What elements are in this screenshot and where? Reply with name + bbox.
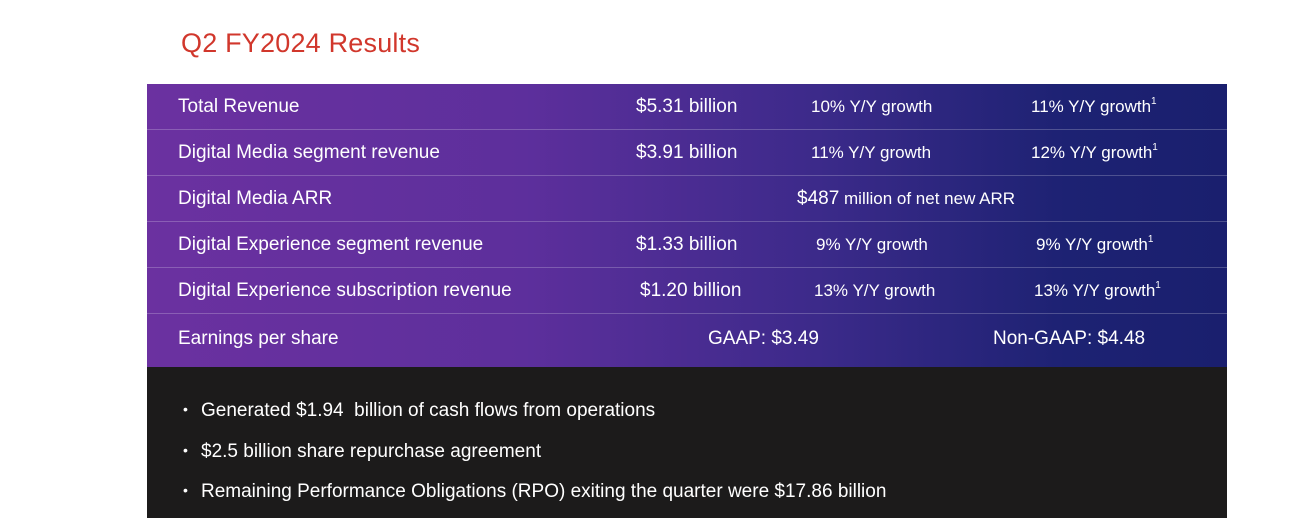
row-growth-adjusted: 13% Y/Y growth1 <box>1034 268 1161 314</box>
footnote-marker: 1 <box>1147 234 1154 245</box>
growth-text: 11% Y/Y growth <box>811 143 932 162</box>
table-row: Total Revenue $5.31 billion 10% Y/Y grow… <box>147 84 1227 130</box>
bullet-icon: • <box>183 442 188 458</box>
footnote-marker: 1 <box>1155 280 1161 291</box>
row-growth-adjusted: 11% Y/Y growth1 <box>1031 84 1157 130</box>
page-title: Q2 FY2024 Results <box>181 28 421 58</box>
table-row: Digital Media ARR $487 million of net ne… <box>147 176 1227 222</box>
row-amount: $1.20 billion <box>640 280 742 301</box>
row-growth-adjusted: 12% Y/Y growth1 <box>1031 130 1158 176</box>
footnote-marker: 1 <box>1152 142 1158 153</box>
row-amount: $1.33 billion <box>636 234 738 255</box>
row-amount: $3.91 billion <box>636 142 738 163</box>
growth-text: 9% Y/Y growth <box>1036 235 1148 254</box>
table-row: Digital Experience segment revenue $1.33… <box>147 222 1227 268</box>
bullet-icon: • <box>183 401 188 417</box>
list-item: • Remaining Performance Obligations (RPO)… <box>183 481 886 503</box>
row-growth: 11% Y/Y growth <box>811 130 931 176</box>
row-label: Digital Media ARR <box>178 188 333 209</box>
growth-text: 11% Y/Y growth <box>1031 97 1152 116</box>
arr-amount: $487 <box>797 188 840 209</box>
bullet-text: Remaining Performance Obligations (RPO) … <box>201 481 887 502</box>
footnote-marker: 1 <box>1151 96 1157 107</box>
results-table: Total Revenue $5.31 billion 10% Y/Y grow… <box>147 84 1227 367</box>
growth-text: 12% Y/Y growth <box>1031 143 1153 162</box>
table-row: Earnings per share GAAP: $3.49 Non-GAAP:… <box>147 314 1227 367</box>
row-label: Earnings per share <box>178 328 339 349</box>
growth-text: 9% Y/Y growth <box>816 235 928 254</box>
row-label: Digital Experience subscription revenue <box>178 280 512 301</box>
list-item: • Generated $1.94 billion of cash flows f… <box>183 400 655 422</box>
row-label: Total Revenue <box>178 96 300 117</box>
row-arr-value: $487 million of net new ARR <box>797 176 1015 222</box>
bullet-text: Generated $1.94 billion of cash flows fr… <box>201 400 656 421</box>
growth-text: 10% Y/Y growth <box>811 97 933 116</box>
row-label: Digital Experience segment revenue <box>178 234 484 255</box>
row-growth: 10% Y/Y growth <box>811 84 932 130</box>
eps-gaap: GAAP: $3.49 <box>708 328 819 349</box>
row-growth-adjusted: 9% Y/Y growth1 <box>1036 222 1153 268</box>
bullet-icon: • <box>183 482 188 498</box>
bullet-text: $2.5 billion share repurchase agreement <box>201 441 542 462</box>
eps-non-gaap: Non-GAAP: $4.48 <box>993 328 1146 349</box>
row-label: Digital Media segment revenue <box>178 142 440 163</box>
row-growth: 9% Y/Y growth <box>816 222 928 268</box>
growth-text: 13% Y/Y growth <box>1034 281 1156 300</box>
row-growth: 13% Y/Y growth <box>814 268 935 314</box>
list-item: • $2.5 billion share repurchase agreement <box>183 441 541 463</box>
table-row: Digital Experience subscription revenue … <box>147 268 1227 314</box>
arr-description: million of net new ARR <box>839 189 1016 208</box>
row-amount: $5.31 billion <box>636 96 738 117</box>
growth-text: 13% Y/Y growth <box>814 281 936 300</box>
table-row: Digital Media segment revenue $3.91 bill… <box>147 130 1227 176</box>
highlights-panel: • Generated $1.94 billion of cash flows f… <box>147 367 1227 518</box>
